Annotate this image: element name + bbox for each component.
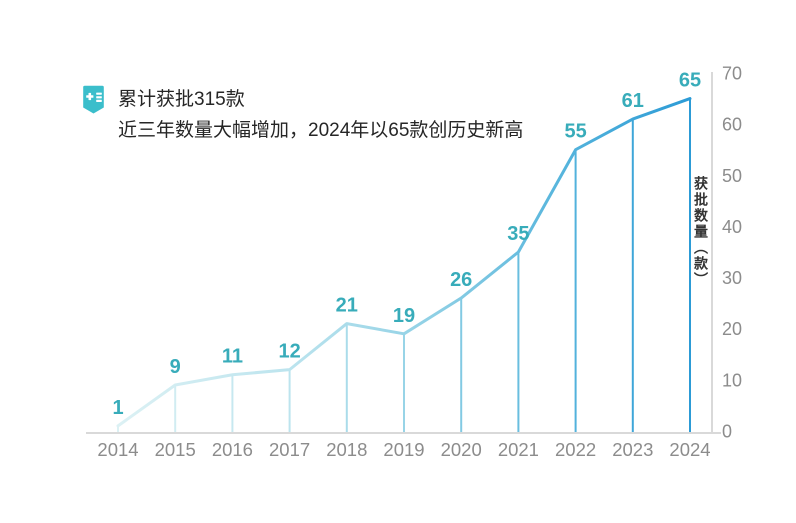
x-tick-label: 2018 <box>326 439 367 460</box>
chart-header: 累计获批315款 近三年数量大幅增加，2024年以65款创历史新高 <box>80 84 523 146</box>
record-book-icon <box>80 85 107 115</box>
x-tick-label: 2019 <box>383 439 424 460</box>
x-tick-label: 2017 <box>269 439 310 460</box>
y-tick-label: 70 <box>722 64 742 84</box>
data-label: 11 <box>222 346 243 368</box>
y-axis-title: 获批数量（款） <box>693 176 709 288</box>
x-tick-label: 2023 <box>612 439 653 460</box>
x-tick-label: 2015 <box>155 439 196 460</box>
trend-line <box>116 97 692 428</box>
data-label: 1 <box>112 397 123 419</box>
x-tick-label: 2024 <box>669 439 710 460</box>
y-tick-label: 20 <box>722 319 742 339</box>
y-tick-label: 60 <box>722 115 742 135</box>
data-label: 19 <box>393 305 415 327</box>
y-tick-label: 30 <box>722 268 742 288</box>
data-label: 61 <box>622 90 644 112</box>
y-tick-label: 0 <box>722 422 732 442</box>
x-tick-label: 2021 <box>498 439 539 460</box>
y-tick-label: 40 <box>722 217 742 237</box>
data-label: 55 <box>564 121 586 143</box>
chart-title: 累计获批315款 <box>118 89 245 110</box>
x-tick-label: 2014 <box>97 439 138 460</box>
x-tick-label: 2022 <box>555 439 596 460</box>
data-label: 26 <box>450 269 472 291</box>
data-label: 65 <box>679 70 701 92</box>
data-label: 21 <box>336 295 358 317</box>
chart-subtitle: 近三年数量大幅增加，2024年以65款创历史新高 <box>118 120 524 141</box>
data-label: 35 <box>507 223 529 245</box>
data-label: 12 <box>278 341 300 363</box>
x-tick-label: 2020 <box>441 439 482 460</box>
y-tick-label: 50 <box>722 166 742 186</box>
x-tick-label: 2016 <box>212 439 253 460</box>
y-tick-label: 10 <box>722 370 742 390</box>
data-label: 9 <box>170 356 181 378</box>
